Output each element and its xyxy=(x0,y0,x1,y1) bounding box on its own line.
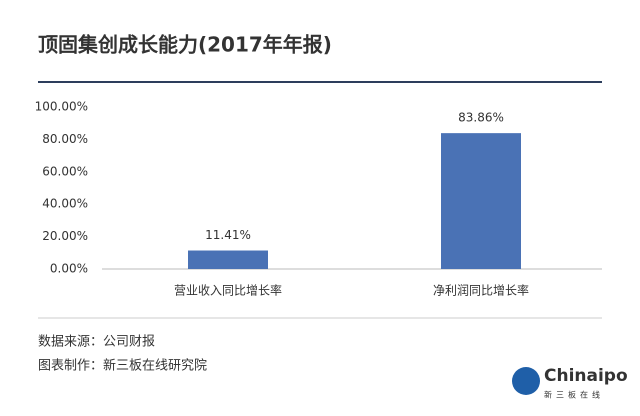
y-tick-label: 80.00% xyxy=(42,132,88,146)
logo-badge xyxy=(512,367,540,395)
footer-maker: 图表制作：新三板在线研究院 xyxy=(38,358,207,374)
value-label: 83.86% xyxy=(458,111,504,125)
y-tick-label: 40.00% xyxy=(42,197,88,211)
bar xyxy=(188,250,268,269)
chart-title: 顶固集创成长能力(2017年年报) xyxy=(38,33,332,57)
logo-name: Chinaipo xyxy=(544,366,628,386)
x-tick-label: 净利润同比增长率 xyxy=(433,283,529,298)
y-tick-label: 0.00% xyxy=(50,262,88,276)
value-label: 11.41% xyxy=(205,228,251,242)
y-tick-label: 100.00% xyxy=(35,100,88,114)
logo-tagline: 新三板在线 xyxy=(544,390,604,400)
y-tick-label: 60.00% xyxy=(42,164,88,178)
y-tick-label: 20.00% xyxy=(42,229,88,243)
footer-source: 数据来源：公司财报 xyxy=(38,335,155,350)
x-tick-label: 营业收入同比增长率 xyxy=(174,283,282,298)
bar xyxy=(441,133,521,269)
